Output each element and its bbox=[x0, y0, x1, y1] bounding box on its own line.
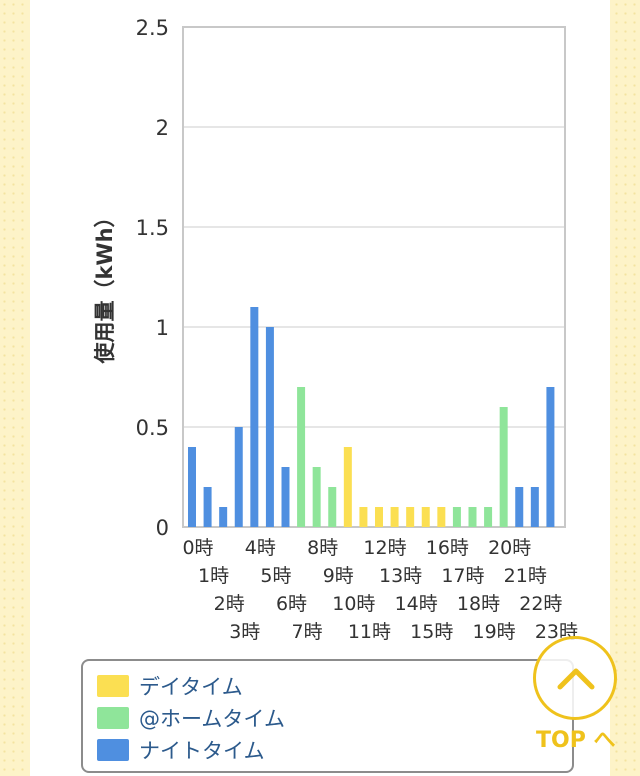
bar-6 bbox=[281, 467, 290, 527]
bar-22 bbox=[530, 487, 539, 527]
bar-17 bbox=[452, 507, 461, 527]
y-tick-labels: 0 0.5 1 1.5 2 2.5 bbox=[136, 16, 169, 540]
bar-10 bbox=[343, 447, 352, 527]
bar-21 bbox=[515, 487, 524, 527]
bar-15 bbox=[421, 507, 430, 527]
bar-18 bbox=[468, 507, 477, 527]
legend-item-home: @ホームタイム bbox=[97, 705, 285, 731]
x-tick-label: 7時 bbox=[292, 621, 323, 643]
x-tick-label: 22時 bbox=[519, 593, 562, 615]
bar-16 bbox=[437, 507, 446, 527]
legend-swatch-night bbox=[97, 739, 129, 761]
x-tick-label: 12時 bbox=[363, 537, 406, 559]
x-tick-label: 11時 bbox=[348, 621, 391, 643]
x-tick-label: 10時 bbox=[332, 593, 375, 615]
x-tick-label: 17時 bbox=[441, 565, 484, 587]
usage-bar-chart: 00.511.522.5 0時1時2時3時4時5時6時7時8時9時10時11時1… bbox=[93, 16, 578, 643]
x-tick-label: 13時 bbox=[379, 565, 422, 587]
bar-19 bbox=[484, 507, 493, 527]
legend-swatch-day bbox=[97, 675, 129, 697]
y-tick-label: 0 bbox=[156, 516, 169, 540]
bar-8 bbox=[312, 467, 321, 527]
x-tick-label: 5時 bbox=[260, 565, 291, 587]
x-tick-label: 19時 bbox=[472, 621, 515, 643]
legend-label-day: デイタイム bbox=[139, 675, 243, 699]
legend-item-day: デイタイム bbox=[97, 673, 243, 699]
y-tick-label: 0.5 bbox=[136, 416, 169, 440]
grid-lines bbox=[182, 26, 566, 528]
x-tick-label: 20時 bbox=[488, 537, 531, 559]
scroll-top-button[interactable] bbox=[533, 636, 617, 720]
scroll-top-label[interactable]: TOP へ bbox=[536, 728, 616, 753]
legend-label-home: @ホームタイム bbox=[139, 707, 285, 731]
x-tick-label: 16時 bbox=[426, 537, 469, 559]
bar-5 bbox=[265, 327, 274, 527]
legend-item-night: ナイトタイム bbox=[97, 737, 265, 763]
x-tick-label: 0時 bbox=[182, 537, 213, 559]
y-tick-label: 1 bbox=[156, 316, 169, 340]
bar-7 bbox=[297, 387, 306, 527]
y-axis-label: 使用量（kWh） bbox=[93, 206, 117, 364]
x-tick-label: 8時 bbox=[307, 537, 338, 559]
x-tick-label: 21時 bbox=[504, 565, 547, 587]
x-tick-label: 14時 bbox=[395, 593, 438, 615]
bar-9 bbox=[328, 487, 337, 527]
x-tick-label: 2時 bbox=[214, 593, 245, 615]
x-tick-label: 15時 bbox=[410, 621, 453, 643]
bar-23 bbox=[546, 387, 555, 527]
bar-2 bbox=[219, 507, 228, 527]
bar-0 bbox=[188, 447, 196, 527]
bar-11 bbox=[359, 507, 368, 527]
x-tick-label: 6時 bbox=[276, 593, 307, 615]
x-tick-labels: 0時 1時 2時 3時 4時 5時 6時 7時 8時 9時 10時 11時 12時 13時 14時 15時 16… bbox=[182, 537, 578, 643]
bar-3 bbox=[234, 427, 243, 527]
y-tick-label: 1.5 bbox=[136, 216, 169, 240]
x-tick-label: 9時 bbox=[323, 565, 354, 587]
legend-swatch-home bbox=[97, 707, 129, 729]
bar-4 bbox=[250, 307, 259, 527]
x-tick-label: 1時 bbox=[198, 565, 229, 587]
bars bbox=[188, 307, 555, 527]
chart-legend: デイタイム @ホームタイム ナイトタイム bbox=[81, 659, 574, 773]
chevron-up-icon bbox=[557, 668, 595, 690]
bar-1 bbox=[203, 487, 212, 527]
bar-12 bbox=[375, 507, 383, 527]
bar-20 bbox=[499, 407, 508, 527]
plot-frame bbox=[182, 26, 566, 528]
chart-panel bbox=[30, 0, 610, 776]
x-tick-label: 4時 bbox=[245, 537, 276, 559]
y-tick-label: 2.5 bbox=[136, 16, 169, 40]
bar-13 bbox=[390, 507, 399, 527]
bar-14 bbox=[406, 507, 415, 527]
x-tick-label: 3時 bbox=[229, 621, 260, 643]
x-tick-label: 18時 bbox=[457, 593, 500, 615]
y-tick-label: 2 bbox=[156, 116, 169, 140]
legend-label-night: ナイトタイム bbox=[139, 739, 265, 763]
